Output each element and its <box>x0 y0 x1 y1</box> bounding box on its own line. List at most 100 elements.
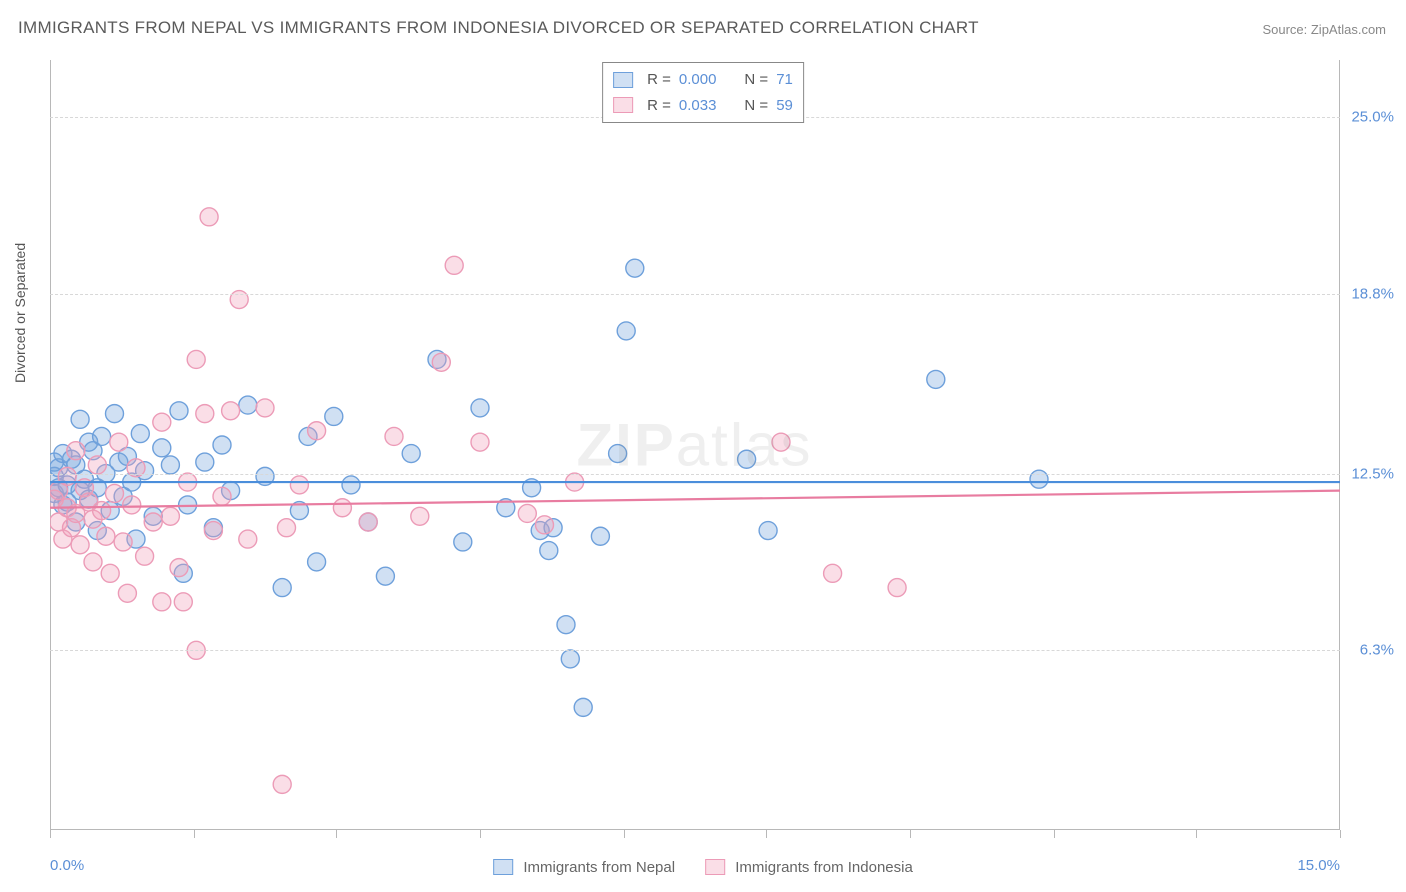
y-tick-label: 12.5% <box>1351 465 1394 482</box>
scatter-svg <box>50 60 1340 830</box>
data-point-indonesia <box>359 513 377 531</box>
x-tick <box>336 830 337 838</box>
data-point-indonesia <box>93 502 111 520</box>
data-point-nepal <box>574 698 592 716</box>
data-point-indonesia <box>187 350 205 368</box>
y-tick-label: 18.8% <box>1351 285 1394 302</box>
data-point-nepal <box>557 616 575 634</box>
data-point-nepal <box>609 445 627 463</box>
swatch-nepal <box>613 72 633 88</box>
data-point-indonesia <box>411 507 429 525</box>
data-point-indonesia <box>333 499 351 517</box>
data-point-indonesia <box>153 413 171 431</box>
x-tick <box>910 830 911 838</box>
data-point-indonesia <box>144 513 162 531</box>
data-point-indonesia <box>518 504 536 522</box>
data-point-indonesia <box>536 516 554 534</box>
data-point-indonesia <box>153 593 171 611</box>
x-tick <box>624 830 625 838</box>
legend-row-nepal: R = 0.000 N = 71 <box>613 67 793 93</box>
swatch-indonesia-icon <box>705 859 725 875</box>
data-point-indonesia <box>136 547 154 565</box>
data-point-indonesia <box>432 353 450 371</box>
data-point-nepal <box>402 445 420 463</box>
x-axis-max-label: 15.0% <box>1297 857 1340 874</box>
data-point-indonesia <box>273 775 291 793</box>
data-point-nepal <box>153 439 171 457</box>
data-point-indonesia <box>110 433 128 451</box>
data-point-indonesia <box>213 487 231 505</box>
data-point-indonesia <box>114 533 132 551</box>
data-point-indonesia <box>290 476 308 494</box>
data-point-nepal <box>131 425 149 443</box>
data-point-indonesia <box>200 208 218 226</box>
data-point-nepal <box>561 650 579 668</box>
data-point-indonesia <box>445 256 463 274</box>
data-point-indonesia <box>67 442 85 460</box>
data-point-indonesia <box>824 564 842 582</box>
data-point-indonesia <box>71 536 89 554</box>
series-legend: Immigrants from Nepal Immigrants from In… <box>493 859 913 876</box>
data-point-nepal <box>342 476 360 494</box>
data-point-indonesia <box>204 522 222 540</box>
x-axis-min-label: 0.0% <box>50 857 84 874</box>
data-point-nepal <box>308 553 326 571</box>
data-point-nepal <box>93 427 111 445</box>
correlation-legend: R = 0.000 N = 71 R = 0.033 N = 59 <box>602 62 804 123</box>
legend-item-nepal: Immigrants from Nepal <box>493 859 675 876</box>
data-point-nepal <box>454 533 472 551</box>
data-point-indonesia <box>101 564 119 582</box>
data-point-nepal <box>617 322 635 340</box>
gridline-h <box>50 650 1340 651</box>
data-point-indonesia <box>170 559 188 577</box>
legend-row-indonesia: R = 0.033 N = 59 <box>613 93 793 119</box>
data-point-indonesia <box>888 579 906 597</box>
data-point-nepal <box>71 410 89 428</box>
x-tick <box>1340 830 1341 838</box>
x-tick <box>194 830 195 838</box>
x-tick <box>1196 830 1197 838</box>
data-point-nepal <box>170 402 188 420</box>
data-point-nepal <box>161 456 179 474</box>
data-point-nepal <box>106 405 124 423</box>
data-point-indonesia <box>222 402 240 420</box>
data-point-nepal <box>591 527 609 545</box>
swatch-nepal-icon <box>493 859 513 875</box>
data-point-nepal <box>540 542 558 560</box>
x-tick <box>766 830 767 838</box>
legend-item-indonesia: Immigrants from Indonesia <box>705 859 913 876</box>
data-point-indonesia <box>385 427 403 445</box>
data-point-nepal <box>626 259 644 277</box>
data-point-indonesia <box>471 433 489 451</box>
data-point-nepal <box>213 436 231 454</box>
swatch-indonesia <box>613 97 633 113</box>
y-axis-title: Divorced or Separated <box>12 243 28 383</box>
data-point-indonesia <box>161 507 179 525</box>
data-point-indonesia <box>118 584 136 602</box>
data-point-nepal <box>471 399 489 417</box>
data-point-nepal <box>759 522 777 540</box>
x-tick <box>480 830 481 838</box>
data-point-indonesia <box>308 422 326 440</box>
data-point-nepal <box>738 450 756 468</box>
data-point-nepal <box>273 579 291 597</box>
regression-line-indonesia <box>50 491 1340 508</box>
data-point-indonesia <box>84 553 102 571</box>
data-point-nepal <box>376 567 394 585</box>
data-point-indonesia <box>239 530 257 548</box>
gridline-h <box>50 294 1340 295</box>
data-point-nepal <box>196 453 214 471</box>
data-point-indonesia <box>123 496 141 514</box>
data-point-indonesia <box>196 405 214 423</box>
x-tick <box>50 830 51 838</box>
data-point-nepal <box>239 396 257 414</box>
data-point-indonesia <box>256 399 274 417</box>
data-point-indonesia <box>174 593 192 611</box>
data-point-indonesia <box>278 519 296 537</box>
source-attribution: Source: ZipAtlas.com <box>1262 22 1386 37</box>
gridline-h <box>50 474 1340 475</box>
chart-title: IMMIGRANTS FROM NEPAL VS IMMIGRANTS FROM… <box>18 18 979 38</box>
y-tick-label: 25.0% <box>1351 109 1394 126</box>
data-point-nepal <box>927 370 945 388</box>
data-point-indonesia <box>772 433 790 451</box>
